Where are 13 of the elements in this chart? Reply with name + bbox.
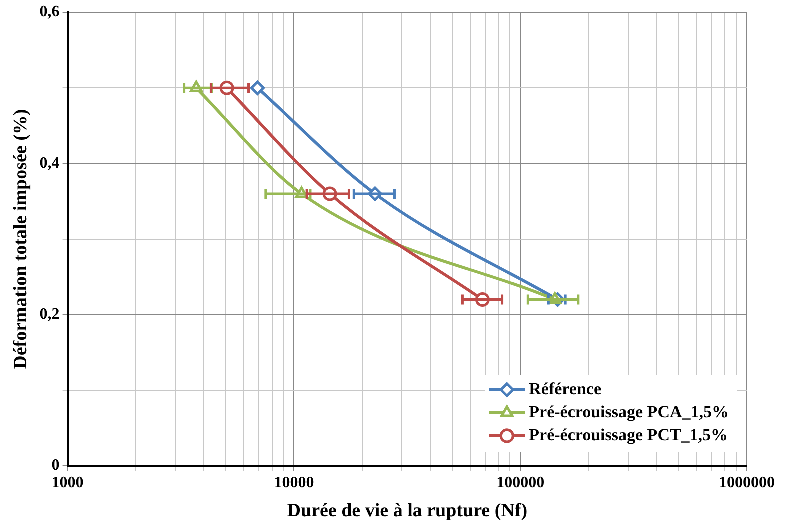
legend-label: Pré-écrouissage PCT_1,5% <box>529 425 728 444</box>
x-tick-label: 1000 <box>52 474 84 492</box>
y-tick-label: 0 <box>52 457 60 474</box>
y-tick-label: 0,6 <box>40 4 60 21</box>
legend-label: Référence <box>529 379 602 398</box>
y-tick-label: 0,2 <box>40 306 60 324</box>
x-axis-title: Durée de vie à la rupture (Nf) <box>287 500 528 522</box>
x-tick-label: 10000 <box>274 474 314 492</box>
x-tick-label: 100000 <box>496 474 545 492</box>
legend-label: Pré-écrouissage PCA_1,5% <box>529 402 729 422</box>
y-tick-label: 0,4 <box>40 154 60 172</box>
y-axis-title: Déformation totale imposée (%) <box>10 109 32 370</box>
x-tick-label: 1000000 <box>719 474 775 492</box>
